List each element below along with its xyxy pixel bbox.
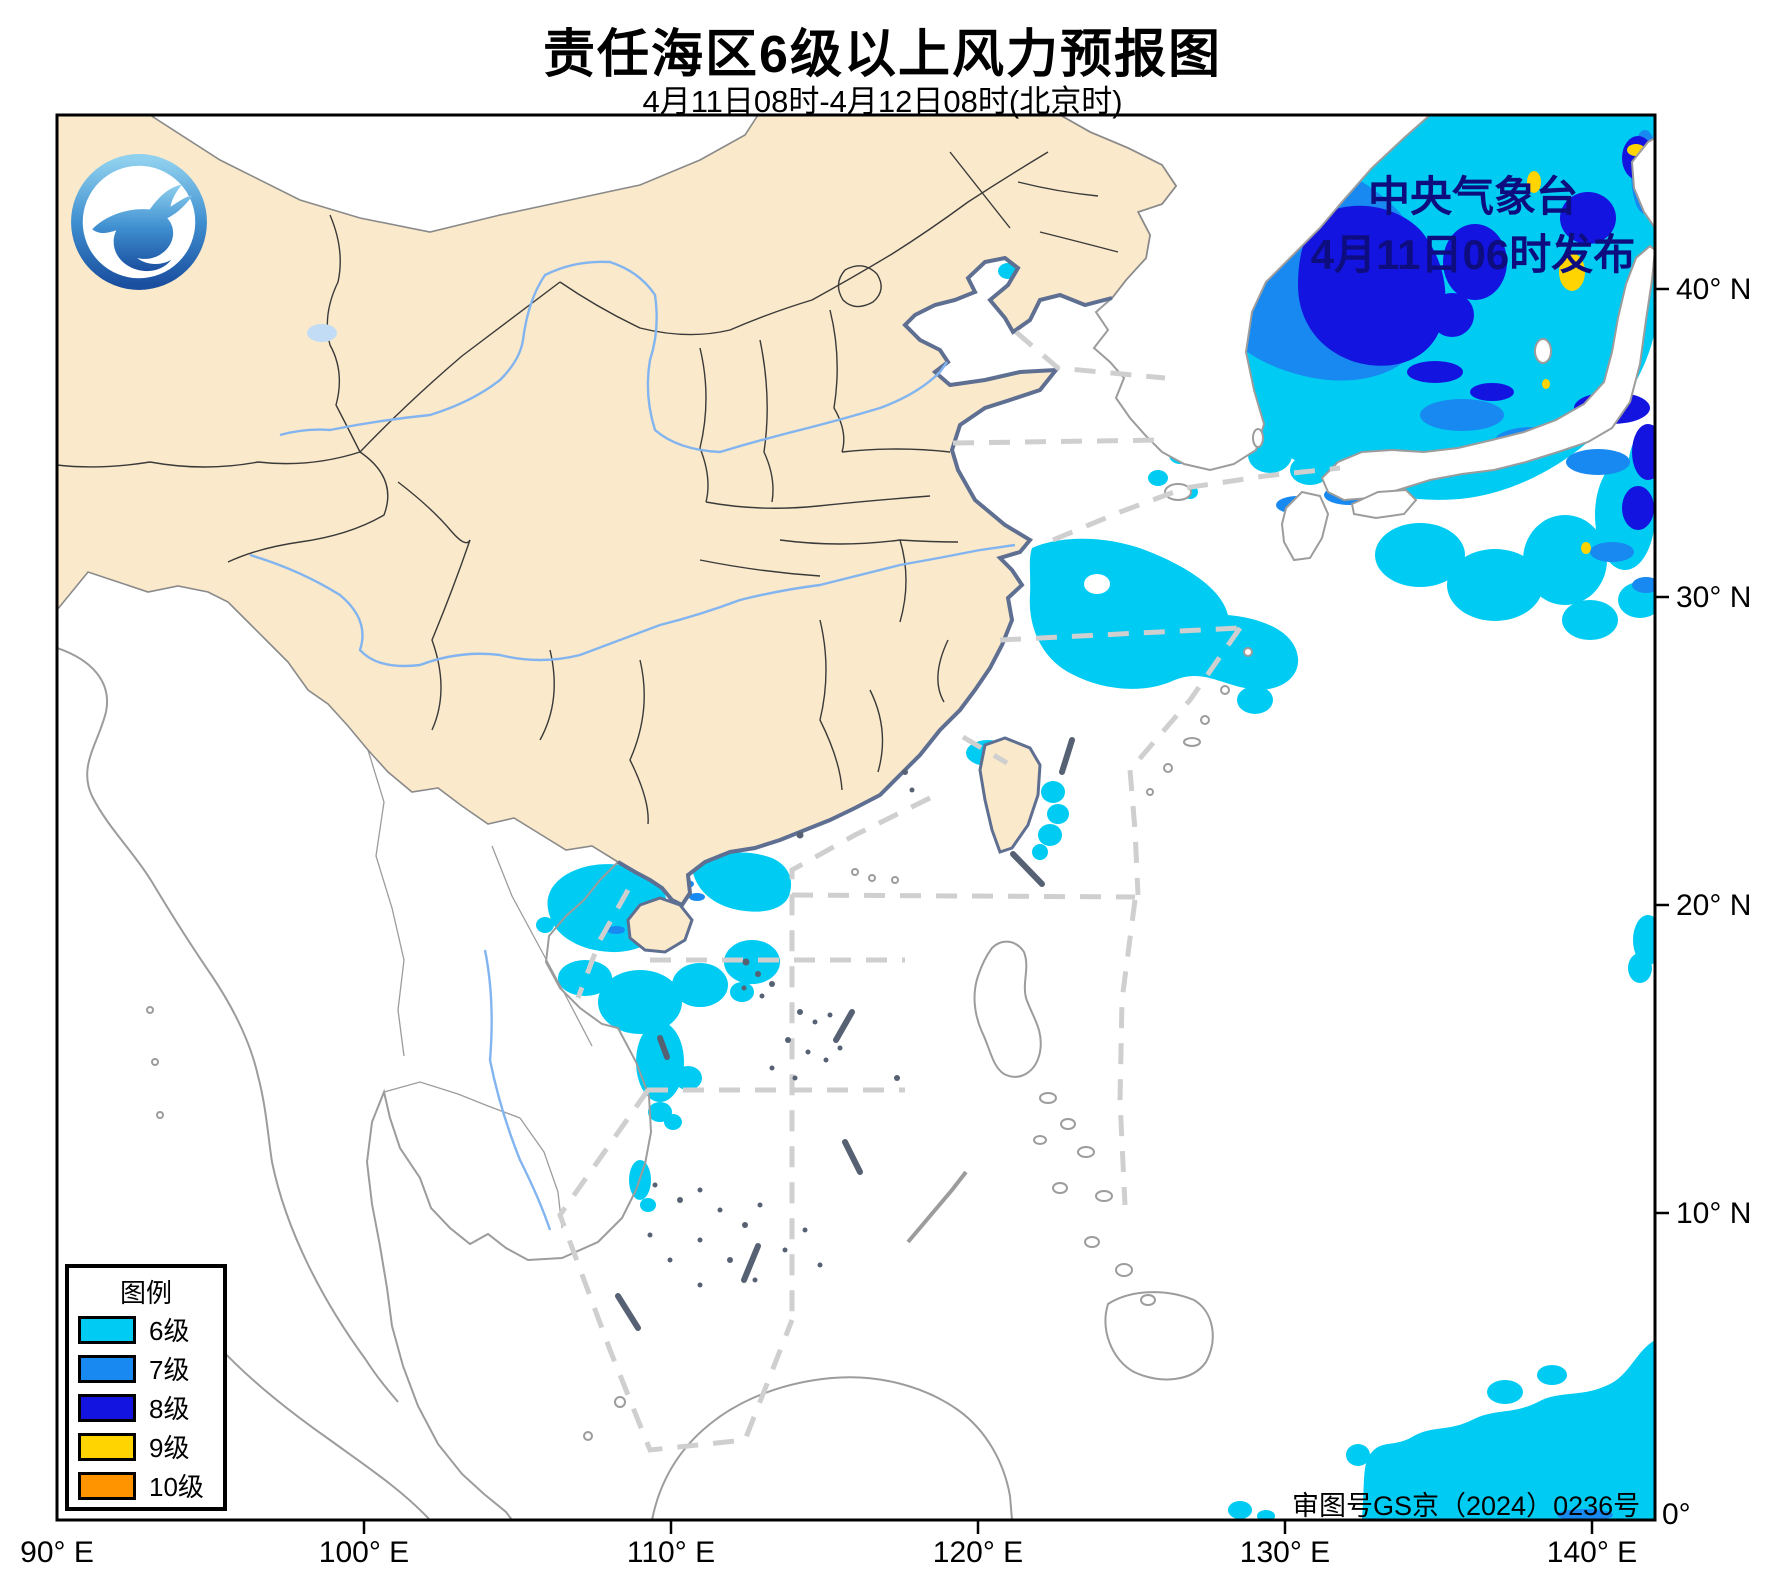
page-title: 责任海区6级以上风力预报图 [543,26,1222,84]
legend-label-level10: 10级 [149,1472,204,1502]
legend-swatch-level8 [78,1393,136,1422]
legend-row-level8: 8级 [69,1388,223,1427]
legend-row-level7: 7级 [69,1349,223,1388]
nine-dash-line [615,737,1075,1331]
y-axis-label-40n: 40° N [1676,273,1751,306]
legend-row-level6: 6级 [69,1310,223,1349]
x-axis-label-110e: 110° E [627,1536,715,1569]
legend-row-level9: 9级 [69,1427,223,1466]
publish-time: 4月11日06时发布 [1310,231,1636,278]
south-china-sea-islands [647,769,915,1288]
logo-dragon-swirl [92,184,193,272]
map-approval-number: 审图号GS京（2024）0236号 [1292,1491,1641,1521]
y-axis-label-20n: 20° N [1676,889,1751,922]
qinghai-lake [307,324,337,342]
hainan-island [626,896,694,954]
y-axis-label-0: 0° [1662,1498,1691,1531]
x-axis-label-140e: 140° E [1547,1536,1637,1569]
axis-labels: 90° E 100° E 110° E 120° E 130° E 140° E… [20,273,1751,1569]
china-landmass [57,115,1177,954]
x-axis-label-100e: 100° E [319,1536,409,1569]
map-frame [55,113,1657,1522]
legend-swatch-level10 [78,1471,136,1500]
legend-swatch-level6 [78,1315,136,1344]
legend-label-level8: 8级 [149,1394,190,1424]
legend-swatch-level9 [78,1432,136,1461]
y-axis-label-30n: 30° N [1676,581,1751,614]
legend-label-level9: 9级 [149,1433,190,1463]
taiwan-island [978,736,1042,854]
sea-area-boundaries [557,330,1341,1453]
legend-swatch-level7 [78,1354,136,1383]
foreign-landmass [1057,115,1655,562]
x-axis-label-90e: 90° E [20,1536,94,1569]
page-subtitle: 4月11日08时-4月12日08时(北京时) [642,84,1123,119]
wind-area-level9 [1527,144,1645,554]
china-coastline [616,255,1113,908]
publisher-announcement: 中央气象台 4月11日06时发布 [1268,168,1678,284]
legend-label-level6: 6级 [149,1316,190,1346]
rivers [249,260,1016,1231]
x-axis-label-120e: 120° E [933,1536,1023,1569]
x-axis-label-130e: 130° E [1240,1536,1330,1569]
wind-area-hole [1084,574,1110,594]
province-borders [57,151,1119,825]
legend-row-level10: 10级 [69,1466,223,1505]
cma-dragon-logo-icon [71,154,207,290]
axis-ticks [362,287,1669,1534]
y-axis-label-10n: 10° N [1676,1197,1751,1230]
legend-title: 图例 [119,1278,172,1308]
publisher-name: 中央气象台 [1367,173,1578,220]
ryukyu-islands [851,647,1253,884]
legend-label-level7: 7级 [149,1355,190,1385]
legend-box: 图例 6级 7级 8级 9级 10级 [65,1264,227,1511]
